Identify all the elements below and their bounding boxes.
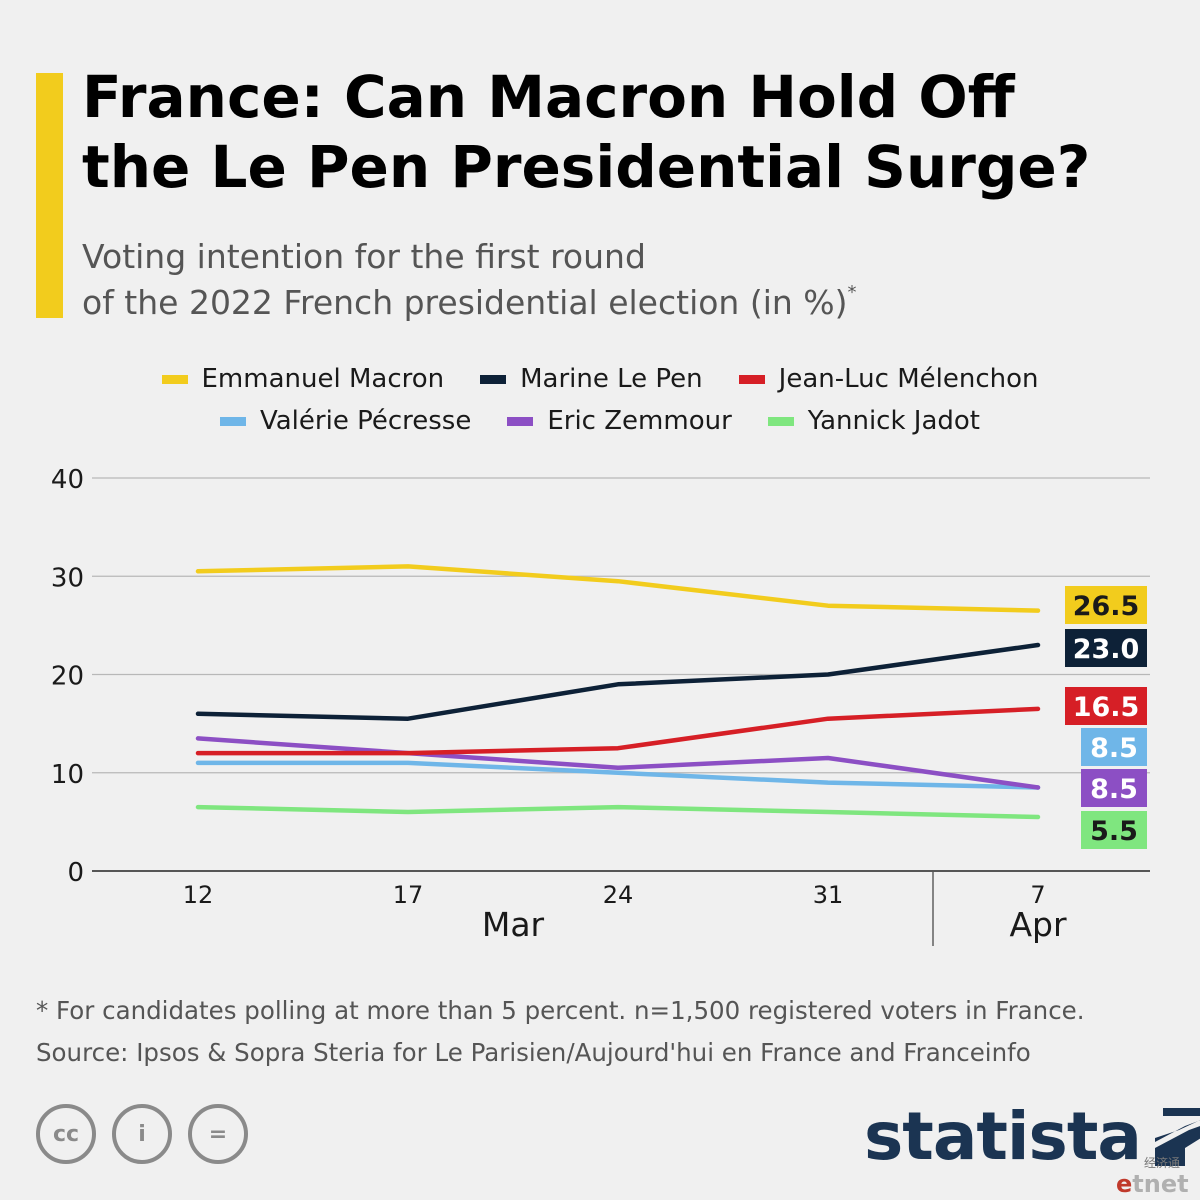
subtitle-line-1: Voting intention for the first round (82, 237, 646, 276)
end-label-box (1081, 728, 1147, 766)
legend-swatch-pecresse (219, 416, 246, 426)
statista-logo[interactable]: statista (864, 1098, 1200, 1175)
x-tick-label: 31 (813, 881, 844, 909)
y-tick-label: 20 (51, 662, 84, 692)
series-line (195, 564, 1041, 613)
end-label-box (1081, 769, 1147, 807)
attribution-icon[interactable]: i (112, 1104, 172, 1164)
end-label-value: 8.5 (1090, 733, 1138, 764)
watermark-rest: tnet (1132, 1170, 1189, 1198)
end-label-value: 5.5 (1090, 816, 1138, 847)
cc-icon[interactable]: cc (36, 1104, 96, 1164)
statista-mark-icon (1154, 1107, 1200, 1166)
x-group-label: Mar (482, 905, 545, 944)
x-tick-label: 24 (603, 881, 634, 909)
title-line-2: the Le Pen Presidential Surge? (82, 133, 1091, 201)
end-label-box (1065, 629, 1147, 667)
y-tick-label: 0 (67, 858, 84, 888)
watermark-chinese: 经济通 (1144, 1156, 1181, 1170)
y-tick-label: 10 (51, 760, 84, 790)
legend-item-zemmour: Eric Zemmour (507, 406, 732, 436)
series-line (195, 736, 1041, 790)
end-label-box (1065, 586, 1147, 624)
x-tick-label: 17 (393, 881, 424, 909)
subtitle-line-2: of the 2022 French presidential election… (82, 283, 848, 322)
subtitle: Voting intention for the first round of … (82, 234, 1182, 326)
legend-item-le-pen: Marine Le Pen (480, 364, 703, 394)
end-label-box (1081, 811, 1147, 849)
legend-swatch-le-pen (480, 374, 507, 384)
series-line (195, 760, 1041, 790)
license-icons: cc i = (36, 1104, 264, 1164)
chart-legend: Emmanuel Macron Marine Le Pen Jean-Luc M… (0, 358, 1200, 442)
no-derivatives-icon[interactable]: = (188, 1104, 248, 1164)
footnote-block: * For candidates polling at more than 5 … (36, 990, 1186, 1074)
y-tick-label: 40 (51, 465, 84, 495)
end-label-value: 26.5 (1073, 591, 1140, 622)
legend-swatch-jadot (767, 416, 794, 426)
legend-label-zemmour: Eric Zemmour (547, 406, 732, 436)
subtitle-footnote-mark: * (847, 282, 857, 303)
statista-wordmark: statista (864, 1098, 1142, 1175)
end-label-value: 16.5 (1073, 692, 1140, 723)
series-line (195, 642, 1041, 721)
end-label-value: 8.5 (1090, 774, 1138, 805)
watermark-e: e (1116, 1170, 1133, 1198)
legend-row-1: Emmanuel Macron Marine Le Pen Jean-Luc M… (0, 358, 1200, 400)
legend-label-jadot: Yannick Jadot (807, 406, 981, 436)
legend-item-jadot: Yannick Jadot (767, 406, 981, 436)
title-accent-bar (36, 73, 63, 318)
legend-label-macron: Emmanuel Macron (201, 364, 445, 394)
y-tick-label: 30 (51, 563, 84, 593)
legend-label-pecresse: Valérie Pécresse (259, 406, 472, 436)
legend-swatch-zemmour (507, 416, 534, 426)
etnet-watermark: etnet (1116, 1170, 1189, 1198)
footnote-note: * For candidates polling at more than 5 … (36, 996, 1085, 1025)
series-line (195, 804, 1041, 820)
legend-row-2: Valérie Pécresse Eric Zemmour Yannick Ja… (0, 400, 1200, 442)
title-line-1: France: Can Macron Hold Off (82, 63, 1015, 131)
legend-label-melenchon: Jean-Luc Mélenchon (778, 364, 1039, 394)
x-tick-label: 7 (1030, 881, 1045, 909)
legend-item-melenchon: Jean-Luc Mélenchon (738, 364, 1039, 394)
page-title: France: Can Macron Hold Off the Le Pen P… (82, 62, 1182, 202)
series-line (195, 706, 1041, 756)
legend-item-pecresse: Valérie Pécresse (219, 406, 472, 436)
source-note: Source: Ipsos & Sopra Steria for Le Pari… (36, 1038, 1031, 1067)
end-label-box (1065, 687, 1147, 725)
legend-swatch-melenchon (738, 374, 765, 384)
legend-item-macron: Emmanuel Macron (161, 364, 445, 394)
legend-swatch-macron (161, 374, 188, 384)
x-tick-label: 12 (183, 881, 214, 909)
legend-label-le-pen: Marine Le Pen (520, 364, 703, 394)
end-label-value: 23.0 (1073, 634, 1140, 665)
x-group-label: Apr (1009, 905, 1067, 944)
